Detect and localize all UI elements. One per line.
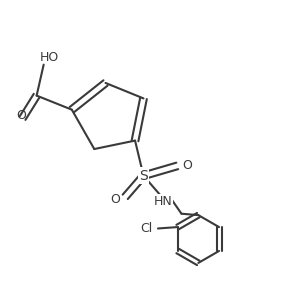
Text: O: O (16, 109, 26, 122)
Text: HO: HO (40, 51, 59, 64)
Text: HN: HN (154, 195, 172, 208)
Text: O: O (110, 193, 120, 206)
Text: S: S (139, 169, 148, 183)
Text: O: O (182, 159, 192, 172)
Text: Cl: Cl (141, 222, 153, 235)
